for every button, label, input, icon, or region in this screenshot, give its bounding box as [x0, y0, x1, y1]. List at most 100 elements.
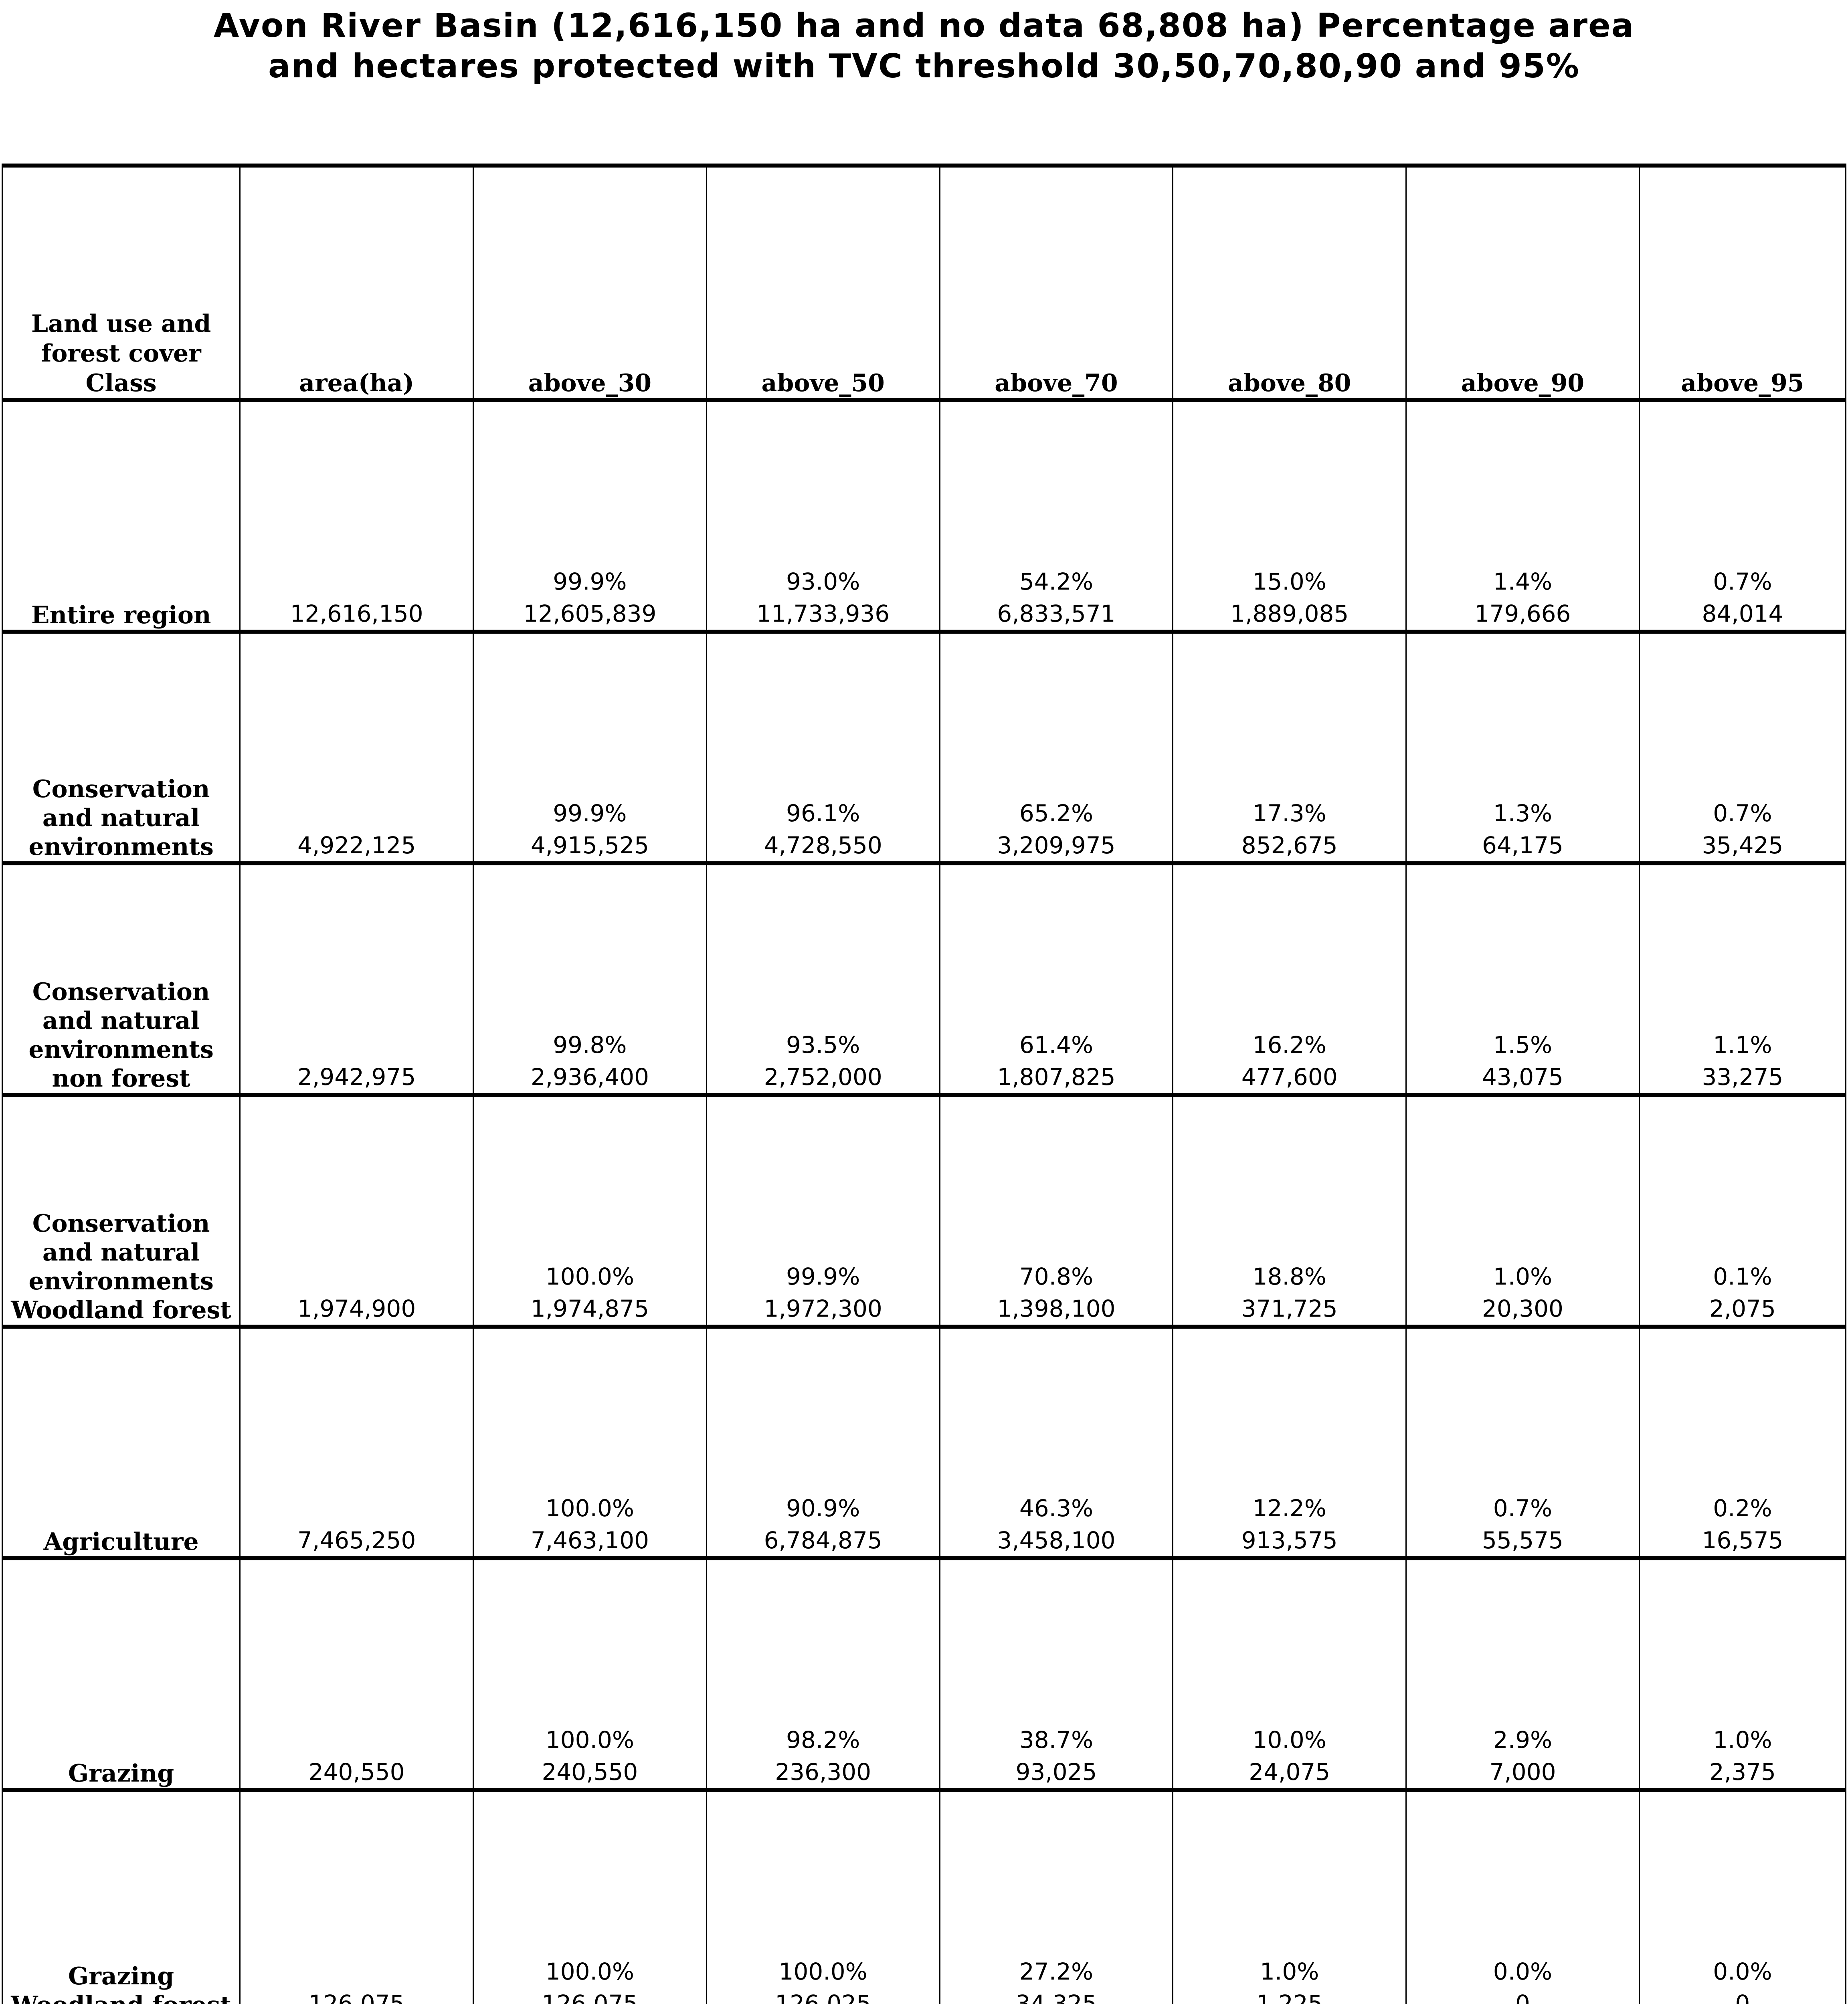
pct-value: 1.1%: [1713, 1031, 1772, 1059]
pct-value: 16.2%: [1252, 1031, 1326, 1059]
ha-value: 93,025: [1015, 1758, 1097, 1786]
cell-above-80: 10.0% 24,075: [1172, 1556, 1407, 1792]
cell-above-80: 1.0% 1,225: [1172, 1788, 1407, 2004]
pct-value: 17.3%: [1252, 800, 1326, 827]
cell-above-50: 90.9% 6,784,875: [706, 1325, 940, 1560]
pct-value: 100.0%: [545, 1263, 634, 1290]
cell-above-70: 38.7% 93,025: [939, 1556, 1174, 1792]
col-header-class: Land use and forest cover Class: [1, 164, 241, 402]
cell-above-95: 1.1% 33,275: [1638, 861, 1847, 1097]
table-row: Conservation and natural environments 4,…: [1, 630, 1847, 865]
cell-above-80: 15.0% 1,889,085: [1172, 398, 1407, 634]
ha-value: 371,725: [1241, 1295, 1338, 1322]
row-area-value: 12,616,150: [239, 398, 474, 634]
cell-above-80: 16.2% 477,600: [1172, 861, 1407, 1097]
page-title: Avon River Basin (12,616,150 ha and no d…: [0, 6, 1848, 87]
title-line-2: and hectares protected with TVC threshol…: [268, 47, 1580, 85]
col-header-above-50: above_50: [706, 164, 940, 402]
ha-value: 6,784,875: [764, 1527, 882, 1554]
cell-above-70: 70.8% 1,398,100: [939, 1093, 1174, 1329]
pct-value: 99.9%: [553, 568, 627, 595]
ha-value: 1,398,100: [997, 1295, 1116, 1322]
cell-above-50: 96.1% 4,728,550: [706, 630, 940, 865]
pct-value: 100.0%: [545, 1495, 634, 1522]
land-use-table: Land use and forest cover Class area(ha)…: [1, 164, 1847, 2004]
cell-above-30: 100.0% 240,550: [473, 1556, 707, 1792]
cell-above-90: 2.9% 7,000: [1405, 1556, 1640, 1792]
row-class-label: Entire region: [1, 398, 241, 634]
pct-value: 96.1%: [786, 800, 860, 827]
ha-value: 913,575: [1241, 1527, 1338, 1554]
ha-value: 24,075: [1249, 1758, 1330, 1786]
ha-value: 2,752,000: [764, 1063, 882, 1091]
pct-value: 1.3%: [1493, 800, 1553, 827]
row-area-value: 7,465,250: [239, 1325, 474, 1560]
cell-above-30: 100.0% 126,075: [473, 1788, 707, 2004]
cell-above-90: 0.0% 0: [1405, 1788, 1640, 2004]
pct-value: 1.5%: [1493, 1031, 1553, 1059]
row-area-value: 1,974,900: [239, 1093, 474, 1329]
pct-value: 70.8%: [1019, 1263, 1094, 1290]
cell-above-95: 0.7% 35,425: [1638, 630, 1847, 865]
col-header-above-30: above_30: [473, 164, 707, 402]
cell-above-70: 54.2% 6,833,571: [939, 398, 1174, 634]
cell-above-80: 17.3% 852,675: [1172, 630, 1407, 865]
ha-value: 4,728,550: [764, 832, 882, 859]
ha-value: 64,175: [1482, 832, 1563, 859]
ha-value: 2,936,400: [530, 1063, 649, 1091]
pct-value: 99.9%: [786, 1263, 860, 1290]
cell-above-50: 98.2% 236,300: [706, 1556, 940, 1792]
pct-value: 0.7%: [1713, 800, 1772, 827]
cell-above-70: 65.2% 3,209,975: [939, 630, 1174, 865]
ha-value: 43,075: [1482, 1063, 1563, 1091]
pct-value: 100.0%: [545, 1726, 634, 1754]
pct-value: 0.7%: [1713, 568, 1772, 595]
pct-value: 99.9%: [553, 800, 627, 827]
ha-value: 34,325: [1015, 1990, 1097, 2004]
ha-value: 3,458,100: [997, 1527, 1116, 1554]
row-class-label: Conservation and natural environments Wo…: [1, 1093, 241, 1329]
row-class-label: Conservation and natural environments no…: [1, 861, 241, 1097]
cell-above-90: 1.0% 20,300: [1405, 1093, 1640, 1329]
pct-value: 10.0%: [1252, 1726, 1326, 1754]
cell-above-95: 0.2% 16,575: [1638, 1325, 1847, 1560]
cell-above-70: 27.2% 34,325: [939, 1788, 1174, 2004]
pct-value: 18.8%: [1252, 1263, 1326, 1290]
ha-value: 0: [1735, 1990, 1750, 2004]
header-row: Land use and forest cover Class area(ha)…: [1, 164, 1847, 402]
pct-value: 65.2%: [1019, 800, 1094, 827]
table-row: Agriculture 7,465,250 100.0% 7,463,100 90…: [1, 1325, 1847, 1560]
ha-value: 11,733,936: [756, 600, 890, 627]
row-area-value: 240,550: [239, 1556, 474, 1792]
pct-value: 46.3%: [1019, 1495, 1094, 1522]
pct-value: 1.0%: [1493, 1263, 1553, 1290]
ha-value: 7,000: [1489, 1758, 1556, 1786]
row-class-label: Conservation and natural environments: [1, 630, 241, 865]
cell-above-50: 100.0% 126,025: [706, 1788, 940, 2004]
ha-value: 0: [1515, 1990, 1530, 2004]
cell-above-80: 18.8% 371,725: [1172, 1093, 1407, 1329]
cell-above-95: 0.7% 84,014: [1638, 398, 1847, 634]
ha-value: 16,575: [1702, 1527, 1783, 1554]
table-row: Grazing Woodland forest 126,075 100.0% 12…: [1, 1788, 1847, 2004]
row-area-value: 2,942,975: [239, 861, 474, 1097]
pct-value: 93.0%: [786, 568, 860, 595]
pct-value: 61.4%: [1019, 1031, 1094, 1059]
ha-value: 20,300: [1482, 1295, 1563, 1322]
row-area-value: 126,075: [239, 1788, 474, 2004]
ha-value: 236,300: [775, 1758, 871, 1786]
ha-value: 240,550: [542, 1758, 638, 1786]
pct-value: 1.0%: [1260, 1958, 1319, 1985]
cell-above-50: 93.0% 11,733,936: [706, 398, 940, 634]
cell-above-30: 100.0% 1,974,875: [473, 1093, 707, 1329]
pct-value: 99.8%: [553, 1031, 627, 1059]
cell-above-80: 12.2% 913,575: [1172, 1325, 1407, 1560]
pct-value: 15.0%: [1252, 568, 1326, 595]
col-header-area: area(ha): [239, 164, 474, 402]
pct-value: 38.7%: [1019, 1726, 1094, 1754]
cell-above-70: 61.4% 1,807,825: [939, 861, 1174, 1097]
cell-above-30: 99.9% 12,605,839: [473, 398, 707, 634]
col-header-above-90: above_90: [1405, 164, 1640, 402]
row-area-value: 4,922,125: [239, 630, 474, 865]
